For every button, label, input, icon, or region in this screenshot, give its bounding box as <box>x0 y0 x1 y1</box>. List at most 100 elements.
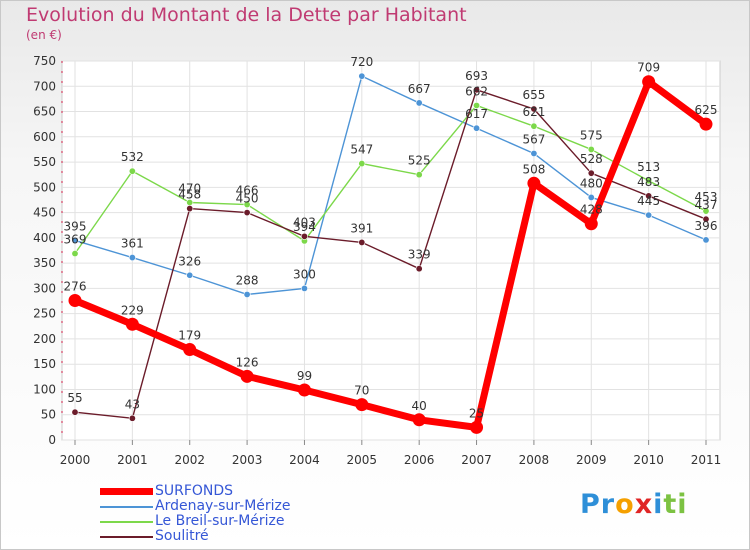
legend-label: SURFONDS <box>155 483 234 499</box>
data-point <box>473 124 481 132</box>
data-point <box>415 171 423 179</box>
x-tick-label: 2010 <box>633 453 664 467</box>
data-point <box>128 167 136 175</box>
data-point <box>415 265 423 273</box>
x-tick-label: 2005 <box>347 453 378 467</box>
data-label: 99 <box>297 369 312 383</box>
data-label: 403 <box>293 215 316 229</box>
data-label: 70 <box>354 384 369 398</box>
data-point <box>68 294 82 308</box>
data-label: 339 <box>408 248 431 262</box>
data-label: 361 <box>121 237 144 251</box>
data-point <box>300 284 308 292</box>
y-tick-label: 650 <box>33 105 56 119</box>
legend: SURFONDS Ardenay-sur-Mérize Le Breil-sur-M… <box>100 483 340 544</box>
x-tick-label: 2008 <box>519 453 550 467</box>
data-label: 395 <box>64 219 87 233</box>
data-label: 617 <box>465 107 488 121</box>
y-tick-label: 500 <box>33 180 56 194</box>
data-label: 480 <box>580 176 603 190</box>
data-point <box>584 217 598 231</box>
data-point <box>645 177 653 185</box>
plot-area <box>61 60 721 441</box>
legend-item: Le Breil-sur-Mérize <box>100 513 340 529</box>
data-point <box>587 169 595 177</box>
data-point <box>358 238 366 246</box>
data-label: 483 <box>637 175 660 189</box>
legend-label: Soulitré <box>155 528 209 544</box>
y-tick-label: 400 <box>33 231 56 245</box>
data-label: 43 <box>125 397 140 411</box>
data-label: 25 <box>469 406 484 420</box>
y-tick-label: 100 <box>33 382 56 396</box>
data-label: 513 <box>637 160 660 174</box>
data-point <box>530 122 538 130</box>
y-tick-label: 550 <box>33 155 56 169</box>
chart-title: Evolution du Montant de la Dette par Hab… <box>26 4 467 26</box>
data-point <box>243 290 251 298</box>
data-label: 525 <box>408 154 431 168</box>
data-point <box>473 86 481 94</box>
y-tick-label: 600 <box>33 130 56 144</box>
data-point <box>243 209 251 217</box>
data-label: 428 <box>580 203 603 217</box>
y-tick-label: 200 <box>33 332 56 346</box>
legend-swatch <box>100 488 153 495</box>
data-point <box>186 271 194 279</box>
data-label: 326 <box>178 254 201 268</box>
data-point <box>412 413 426 427</box>
x-tick-label: 2003 <box>232 453 263 467</box>
data-label: 655 <box>522 88 545 102</box>
data-label: 391 <box>350 221 373 235</box>
y-tick-label: 0 <box>48 433 56 447</box>
data-point <box>530 149 538 157</box>
legend-label: Le Breil-sur-Mérize <box>155 513 285 529</box>
data-label: 179 <box>178 329 201 343</box>
y-tick-label: 300 <box>33 281 56 295</box>
data-point <box>358 72 366 80</box>
data-point <box>186 205 194 213</box>
data-label: 470 <box>178 181 201 195</box>
x-tick-label: 2001 <box>117 453 148 467</box>
logo-letter: r <box>600 489 616 520</box>
data-label: 437 <box>695 198 718 212</box>
x-tick-label: 2004 <box>289 453 320 467</box>
y-tick-label: 350 <box>33 256 56 270</box>
legend-item: Soulitré <box>100 528 340 544</box>
data-point <box>128 414 136 422</box>
data-point <box>125 317 139 331</box>
x-tick-label: 2007 <box>461 453 492 467</box>
logo-letter: i <box>653 489 664 520</box>
logo-letter: t <box>663 489 678 520</box>
data-label: 625 <box>695 103 718 117</box>
data-point <box>240 369 254 383</box>
data-point <box>702 207 710 215</box>
data-label: 40 <box>412 399 427 413</box>
data-point <box>358 160 366 168</box>
series-line-0 <box>71 78 710 431</box>
data-point <box>297 383 311 397</box>
data-label: 532 <box>121 150 144 164</box>
data-label: 709 <box>637 61 660 75</box>
data-label: 445 <box>637 194 660 208</box>
y-tick-label: 750 <box>33 54 56 68</box>
data-label: 55 <box>67 391 82 405</box>
logo-letter: P <box>580 489 601 520</box>
y-tick-label: 150 <box>33 357 56 371</box>
data-point <box>645 192 653 200</box>
data-label: 662 <box>465 84 488 98</box>
data-label: 450 <box>236 192 259 206</box>
data-point <box>473 101 481 109</box>
legend-item: SURFONDS <box>100 483 340 499</box>
legend-swatch <box>100 521 153 523</box>
data-label: 369 <box>64 233 87 247</box>
data-label: 229 <box>121 303 144 317</box>
data-point <box>702 236 710 244</box>
data-point <box>300 232 308 240</box>
data-point <box>699 117 713 131</box>
data-point <box>415 99 423 107</box>
legend-swatch <box>100 536 153 538</box>
data-point <box>470 420 484 434</box>
legend-item: Ardenay-sur-Mérize <box>100 498 340 514</box>
logo-letter: x <box>634 489 654 520</box>
